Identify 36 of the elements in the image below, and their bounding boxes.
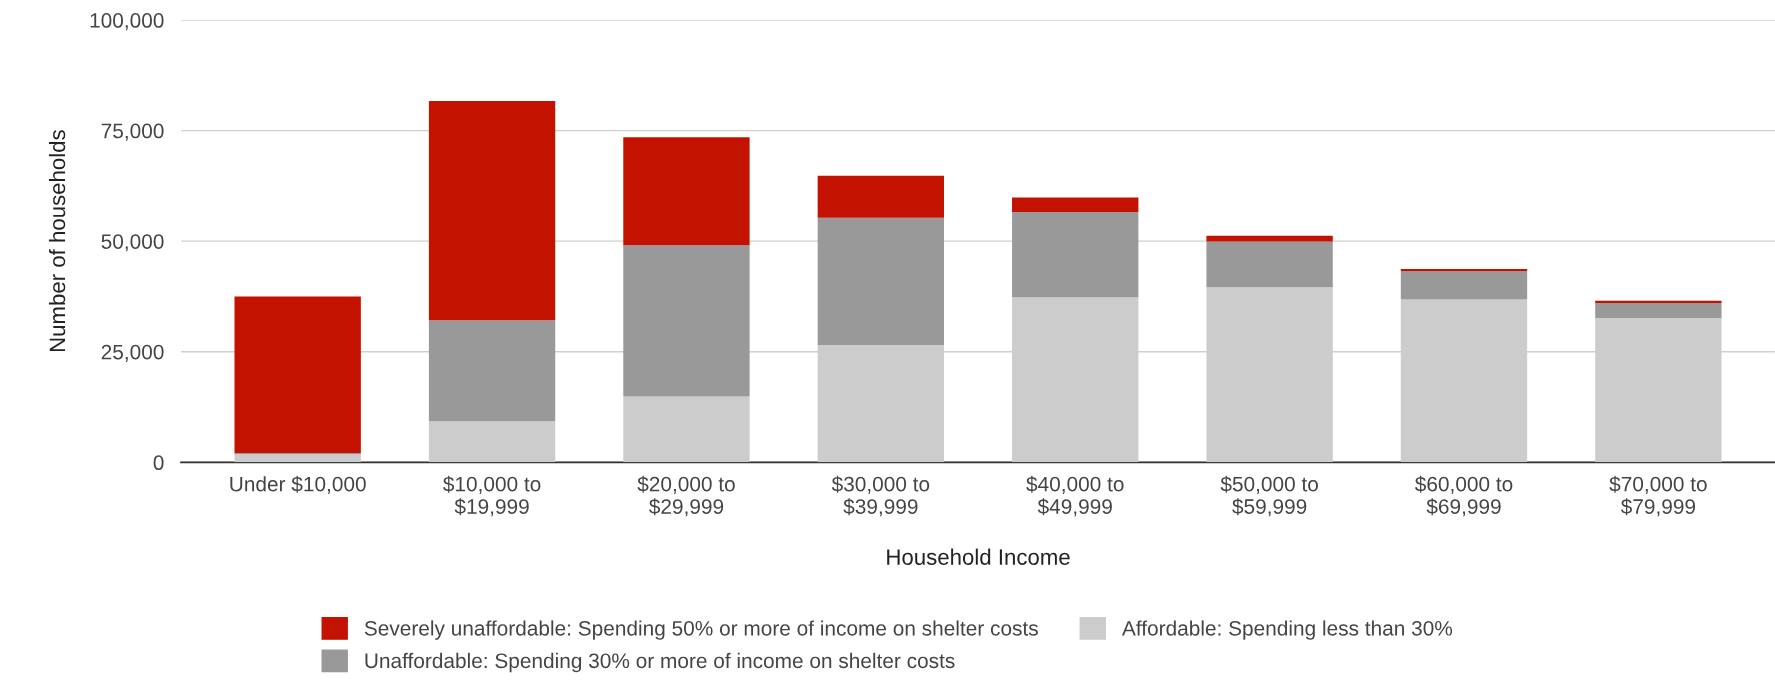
y-tick-label: 100,000: [90, 13, 164, 31]
bar: [428, 421, 556, 463]
x-tick-label: $20,000 to $29,999: [637, 475, 735, 517]
bar: [1012, 211, 1139, 298]
bar: [234, 296, 361, 453]
x-tick-label: $50,000 to $59,999: [1220, 475, 1318, 517]
bar: [623, 137, 750, 246]
legend-label: Severely unaffordable: Spending 50% or more of income on shelter costs: [364, 620, 1038, 640]
bar: [428, 100, 556, 321]
bar: [234, 454, 361, 463]
bar: [1595, 303, 1722, 319]
bar: [428, 320, 556, 422]
y-axis-title: Number of households: [48, 130, 66, 352]
x-tick-label: Under $10,000: [230, 475, 366, 494]
x-tick-label: $60,000 to $69,999: [1414, 475, 1513, 517]
y-tick-label: 50,000: [101, 234, 164, 252]
bar: [1595, 300, 1722, 304]
bar: [1206, 235, 1333, 242]
y-tick-label: 0: [153, 455, 164, 471]
bar: [1012, 197, 1139, 212]
bar: [1206, 241, 1333, 288]
bar: [1400, 269, 1528, 272]
y-tick-label: 75,000: [101, 123, 164, 141]
x-tick-label: $30,000 to $39,999: [831, 475, 930, 517]
x-tick-label: $70,000 to $79,999: [1609, 475, 1707, 517]
y-tick-label: 25,000: [101, 344, 164, 362]
x-axis-title: Household Income: [887, 548, 1070, 565]
bar: [1400, 271, 1528, 300]
bar: [817, 217, 945, 346]
bar: [623, 396, 750, 463]
legend-label: Affordable: Spending less than 30%: [1121, 620, 1453, 640]
bar: [817, 175, 945, 218]
legend-label: Unaffordable: Spending 30% or more of income on shelter costs: [365, 652, 955, 673]
x-tick-label: $10,000 to $19,999: [443, 475, 541, 517]
x-tick-label: $40,000 to $49,999: [1026, 475, 1124, 517]
bar: [623, 245, 750, 397]
